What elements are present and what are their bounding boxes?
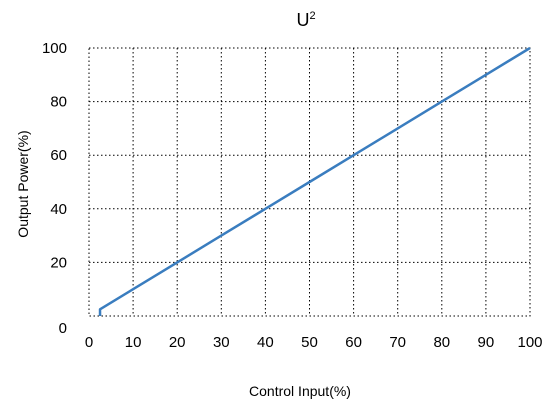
- x-tick-label: 50: [301, 334, 318, 351]
- x-tick-label: 10: [125, 334, 142, 351]
- x-tick-label: 100: [517, 334, 542, 351]
- y-tick-labels: 0 20 40 60 80 100: [42, 40, 67, 337]
- grid: [89, 48, 530, 316]
- y-tick-label: 80: [50, 94, 67, 111]
- x-tick-label: 40: [257, 334, 274, 351]
- chart-title: U2: [296, 10, 315, 30]
- x-tick-label: 20: [169, 334, 186, 351]
- x-tick-label: 60: [345, 334, 362, 351]
- y-tick-label: 60: [50, 147, 67, 164]
- y-tick-label: 100: [42, 40, 67, 57]
- x-tick-label: 80: [433, 334, 450, 351]
- series-group: [98, 46, 531, 316]
- x-tick-label: 70: [389, 334, 406, 351]
- series-line: [98, 46, 531, 316]
- y-axis-label: Output Power(%): [15, 130, 31, 237]
- x-tick-label: 90: [478, 334, 495, 351]
- y-tick-label: 20: [50, 254, 67, 271]
- plot-area-frame: [88, 47, 531, 317]
- x-tick-label: 30: [213, 334, 230, 351]
- x-tick-labels: 0 10 20 30 40 50 60 70 80 90 100: [85, 334, 543, 351]
- x-axis-label: Control Input(%): [249, 383, 351, 399]
- x-tick-label: 0: [85, 334, 93, 351]
- y-tick-label: 40: [50, 201, 67, 218]
- y-tick-label: 0: [59, 320, 67, 337]
